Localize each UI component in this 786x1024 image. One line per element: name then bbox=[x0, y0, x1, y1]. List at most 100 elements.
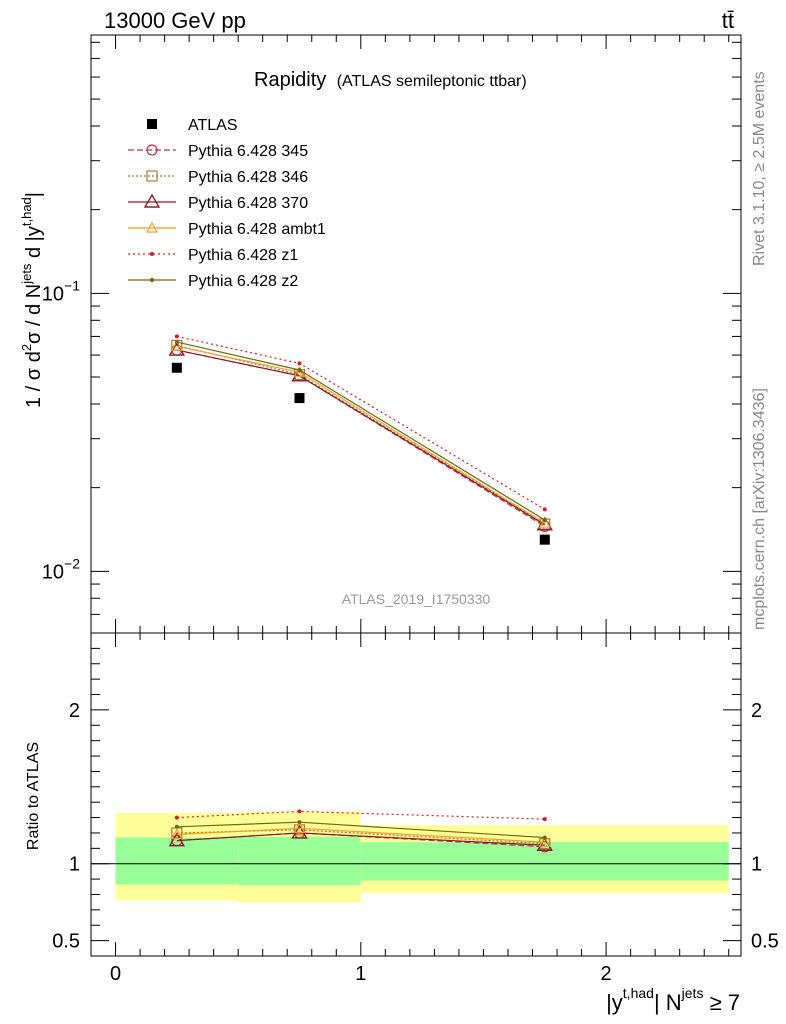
main-data-point bbox=[539, 534, 550, 545]
ratio-band-green bbox=[238, 836, 361, 886]
ratio-data-point bbox=[168, 832, 186, 847]
ratio-y-tick-label-right: 2 bbox=[751, 700, 762, 722]
ratio-y-tick-label-left: 2 bbox=[69, 700, 80, 722]
main-data-point bbox=[174, 334, 179, 339]
main-data-point bbox=[294, 393, 305, 404]
ratio-series-line bbox=[176, 832, 545, 846]
main-panel: 10−110−2 Rapidity (ATLAS semileptonic tt… bbox=[19, 34, 742, 634]
x-axis-label: |yt,had| Njets ≥ 7 bbox=[606, 985, 740, 1015]
legend-label: ATLAS bbox=[188, 117, 238, 134]
main-y-tick-base: 10 bbox=[42, 283, 64, 305]
main-data-layer bbox=[168, 334, 553, 545]
main-series bbox=[171, 362, 550, 545]
legend-marker bbox=[143, 193, 161, 208]
y-label-part-4: | bbox=[23, 192, 45, 197]
x-label-part-3: ≥ 7 bbox=[703, 990, 740, 1015]
main-data-point bbox=[542, 507, 547, 512]
ratio-series bbox=[174, 820, 547, 840]
legend-label: Pythia 6.428 ambt1 bbox=[188, 221, 326, 238]
legend-label: Pythia 6.428 345 bbox=[188, 143, 308, 160]
plot-title: Rapidity (ATLAS semileptonic ttbar) bbox=[254, 69, 527, 91]
x-label-sup-thad: t,had bbox=[623, 985, 654, 1001]
ratio-y-tick-label-left: 1 bbox=[69, 854, 80, 876]
ratio-bands bbox=[91, 811, 741, 903]
main-data-point bbox=[170, 340, 183, 351]
x-tick-label: 1 bbox=[355, 963, 366, 985]
ratio-band-green bbox=[360, 842, 729, 881]
ratio-data-point bbox=[542, 835, 547, 840]
legend-marker bbox=[146, 170, 158, 182]
main-series bbox=[174, 340, 547, 522]
main-data-point bbox=[542, 517, 547, 522]
ratio-data-point bbox=[297, 809, 302, 814]
main-y-axis-label-text: 1 / σ d2σ / d Njets d |yt,had| bbox=[19, 192, 45, 408]
y-label-part-2: σ / d N bbox=[23, 284, 45, 344]
main-y-axis-label: 1 / σ d2σ / d Njets d |yt,had| bbox=[19, 192, 45, 408]
rivet-label: Rivet 3.1.10, ≥ 2.5M events bbox=[751, 71, 768, 266]
ratio-panel: 0.5 0.5 1 1 2 2 0 1 2 Ratio to ATLAS |yt,had| Nj… bbox=[25, 632, 779, 1015]
legend-entry: Pythia 6.428 370 bbox=[128, 193, 308, 212]
main-y-tick-label: 10−1 bbox=[42, 277, 80, 305]
main-series bbox=[171, 339, 551, 530]
ratio-data-point bbox=[538, 835, 551, 847]
main-series-line bbox=[176, 349, 546, 527]
legend-entry: Pythia 6.428 ambt1 bbox=[128, 221, 326, 238]
y-label-sup-jets: jets bbox=[19, 263, 34, 285]
legend-entry: Pythia 6.428 346 bbox=[128, 169, 308, 186]
ratio-data-point bbox=[542, 817, 547, 822]
ratio-ticks: 0.5 0.5 1 1 2 2 0 1 2 bbox=[52, 632, 779, 985]
legend-label: Pythia 6.428 370 bbox=[188, 195, 308, 212]
main-ticks: 10−110−2 bbox=[42, 35, 741, 634]
analysis-id: ATLAS_2019_I1750330 bbox=[342, 591, 491, 607]
x-label-sup-jets: jets bbox=[681, 985, 704, 1001]
y-label-sup-2: 2 bbox=[19, 344, 34, 351]
legend-marker bbox=[150, 278, 154, 282]
main-y-tick-exp: −2 bbox=[64, 555, 80, 571]
legend-label: Pythia 6.428 z2 bbox=[188, 273, 298, 290]
ratio-data-point bbox=[170, 828, 183, 840]
legend-entry: Pythia 6.428 z1 bbox=[128, 247, 298, 264]
main-series-line bbox=[176, 349, 546, 526]
mcplots-label: mcplots.cern.ch [arXiv:1306.3436] bbox=[751, 388, 768, 630]
legend-marker bbox=[145, 221, 159, 233]
main-series-line bbox=[176, 341, 546, 521]
plot-title-main: Rapidity bbox=[254, 69, 326, 91]
main-series-line bbox=[176, 345, 546, 524]
process-label: tt̄ bbox=[722, 8, 734, 33]
ratio-series bbox=[170, 822, 551, 847]
ratio-y-tick-label-right: 0.5 bbox=[751, 931, 779, 953]
ratio-series bbox=[174, 809, 547, 822]
x-tick-label: 0 bbox=[110, 963, 121, 985]
legend-marker bbox=[147, 119, 157, 129]
x-label-part-1: |y bbox=[606, 990, 623, 1015]
main-series-line bbox=[176, 344, 546, 525]
x-label-part-2: | N bbox=[654, 990, 682, 1015]
main-series-line bbox=[176, 335, 546, 510]
ratio-y-tick-label-left: 0.5 bbox=[52, 931, 80, 953]
main-data-point bbox=[171, 362, 182, 373]
legend-entry: Pythia 6.428 z2 bbox=[128, 273, 298, 290]
legend-label: Pythia 6.428 z1 bbox=[188, 247, 298, 264]
ratio-band-green bbox=[115, 837, 239, 885]
legend-marker bbox=[146, 144, 158, 156]
ratio-series-line bbox=[176, 810, 545, 820]
main-data-point bbox=[297, 368, 302, 373]
main-data-point bbox=[174, 340, 179, 345]
y-label-sup-thad: t,had bbox=[19, 197, 34, 226]
y-label-part-1: 1 / σ d bbox=[23, 351, 45, 408]
y-label-part-3: d |y bbox=[23, 226, 45, 263]
energy-label: 13000 GeV pp bbox=[104, 8, 246, 33]
ratio-data-point bbox=[174, 815, 179, 820]
ratio-y-axis-label: Ratio to ATLAS bbox=[25, 742, 42, 850]
main-series bbox=[174, 334, 547, 512]
main-data-point bbox=[538, 516, 551, 528]
ratio-data-point bbox=[297, 820, 302, 825]
legend-entry: Pythia 6.428 345 bbox=[128, 143, 308, 160]
legend-label: Pythia 6.428 346 bbox=[188, 169, 308, 186]
legend-marker bbox=[150, 252, 154, 256]
plot-title-sub: (ATLAS semileptonic ttbar) bbox=[337, 73, 527, 90]
legend: ATLAS Pythia 6.428 345 Pythia 6.428 346 Pyt… bbox=[128, 117, 326, 290]
main-data-point bbox=[297, 361, 302, 366]
main-y-tick-label: 10−2 bbox=[42, 555, 80, 583]
